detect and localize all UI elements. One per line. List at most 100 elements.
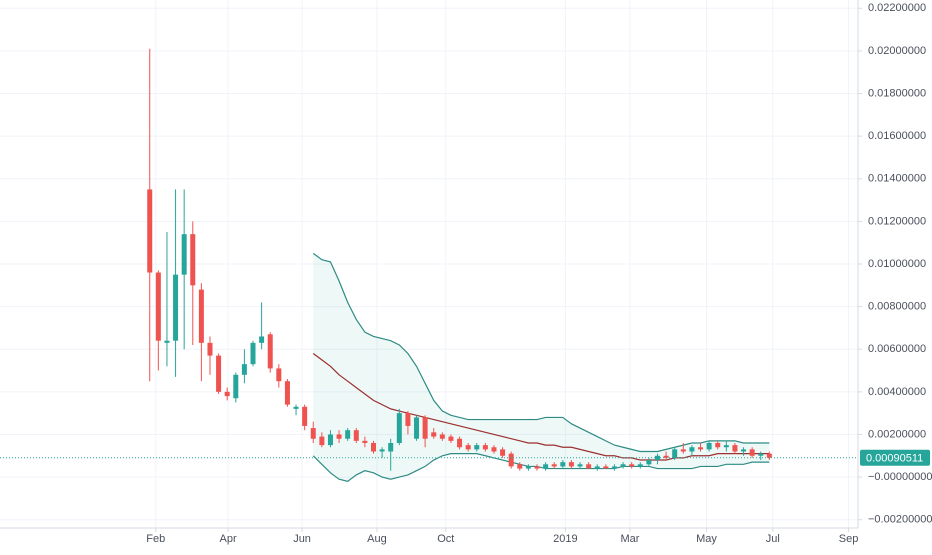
- candle-body: [482, 445, 488, 450]
- x-tick-label: May: [696, 533, 717, 545]
- band-line: [312, 453, 770, 482]
- candle-body: [706, 442, 712, 450]
- candles: [147, 48, 772, 471]
- candle-body: [216, 355, 222, 392]
- candle-body: [310, 428, 316, 439]
- x-tick-label: Oct: [437, 533, 454, 545]
- candle-body: [345, 430, 351, 439]
- candle-body: [689, 447, 695, 452]
- candle-body: [732, 445, 738, 452]
- candle-body: [181, 234, 187, 275]
- candle-body: [379, 449, 385, 452]
- candle-body: [698, 447, 704, 450]
- candle-body: [577, 464, 583, 467]
- x-tick-label: Apr: [219, 533, 236, 545]
- candle-body: [293, 406, 299, 409]
- y-tick-label: 0.00600000: [868, 343, 926, 355]
- band-line: [312, 252, 770, 453]
- y-tick-label: 0.00800000: [868, 301, 926, 313]
- candle-body: [388, 442, 394, 452]
- y-tick-label: 0.02000000: [868, 45, 926, 57]
- x-tick-label: Jul: [766, 533, 780, 545]
- candle-body: [543, 464, 549, 469]
- x-tick-label: Sep: [839, 533, 859, 545]
- last-price-label: 0.00090511: [866, 453, 923, 465]
- candle-body: [534, 466, 540, 469]
- y-tick-label: −0.00000000: [868, 471, 932, 483]
- candle-body: [491, 447, 497, 452]
- candle-body: [508, 453, 514, 467]
- candle-body: [284, 381, 290, 405]
- candle-body: [594, 466, 600, 469]
- candle-body: [414, 417, 420, 439]
- candle-body: [611, 466, 617, 469]
- candle-body: [431, 432, 437, 437]
- x-tick-label: Mar: [620, 533, 639, 545]
- candle-body: [396, 413, 402, 443]
- candle-body: [327, 434, 333, 446]
- candle-body: [164, 340, 170, 343]
- candle-body: [560, 462, 566, 467]
- band-line: [312, 353, 770, 461]
- candle-body: [620, 464, 626, 467]
- candle-body: [362, 440, 368, 443]
- candle-body: [637, 464, 643, 467]
- candle-body: [276, 368, 282, 382]
- y-tick-label: −0.00200000: [868, 514, 932, 526]
- candle-body: [147, 189, 153, 273]
- candle-body: [224, 391, 230, 397]
- candle-body: [405, 413, 411, 426]
- candle-body: [766, 453, 772, 458]
- candle-body: [465, 445, 471, 450]
- candle-body: [474, 445, 480, 450]
- candle-body: [672, 449, 678, 458]
- candle-body: [568, 462, 574, 467]
- y-tick-label: 0.01800000: [868, 87, 926, 99]
- candle-body: [250, 342, 256, 365]
- candle-body: [207, 342, 213, 356]
- x-tick-label: 2019: [553, 533, 577, 545]
- candle-body: [525, 466, 531, 469]
- x-tick-label: Aug: [367, 533, 387, 545]
- candle-body: [680, 449, 686, 452]
- candle-body: [723, 445, 729, 448]
- candle-body: [629, 464, 635, 467]
- grid: [0, 0, 858, 528]
- candle-body: [198, 289, 204, 343]
- candle-body: [155, 272, 161, 341]
- candle-body: [517, 464, 523, 469]
- candle-body: [603, 466, 609, 469]
- y-tick-label: 0.01400000: [868, 173, 926, 185]
- x-tick-label: Jun: [293, 533, 311, 545]
- candle-body: [319, 436, 325, 446]
- candle-body: [715, 442, 721, 448]
- candle-body: [448, 436, 454, 441]
- y-tick-label: 0.01200000: [868, 215, 926, 227]
- candle-body: [267, 334, 273, 369]
- y-tick-label: 0.00400000: [868, 386, 926, 398]
- y-tick-label: 0.00200000: [868, 428, 926, 440]
- y-tick-label: 0.02200000: [868, 2, 926, 14]
- x-tick-label: Feb: [146, 533, 165, 545]
- y-tick-label: 0.01000000: [868, 258, 926, 270]
- candle-body: [457, 438, 463, 448]
- y-tick-label: 0.01600000: [868, 130, 926, 142]
- candle-body: [741, 449, 747, 452]
- candle-body: [439, 434, 445, 439]
- candle-body: [233, 374, 239, 399]
- candle-body: [586, 464, 592, 469]
- candle-body: [302, 406, 308, 426]
- candle-body: [190, 234, 196, 286]
- candle-body: [758, 453, 764, 456]
- candle-body: [551, 464, 557, 467]
- last-price-box: [860, 449, 930, 466]
- candle-body: [422, 417, 428, 439]
- candle-body: [241, 364, 247, 375]
- candle-body: [500, 449, 506, 456]
- candle-body: [663, 455, 669, 458]
- candle-body: [173, 274, 179, 341]
- candle-body: [646, 460, 652, 465]
- candle-body: [749, 449, 755, 456]
